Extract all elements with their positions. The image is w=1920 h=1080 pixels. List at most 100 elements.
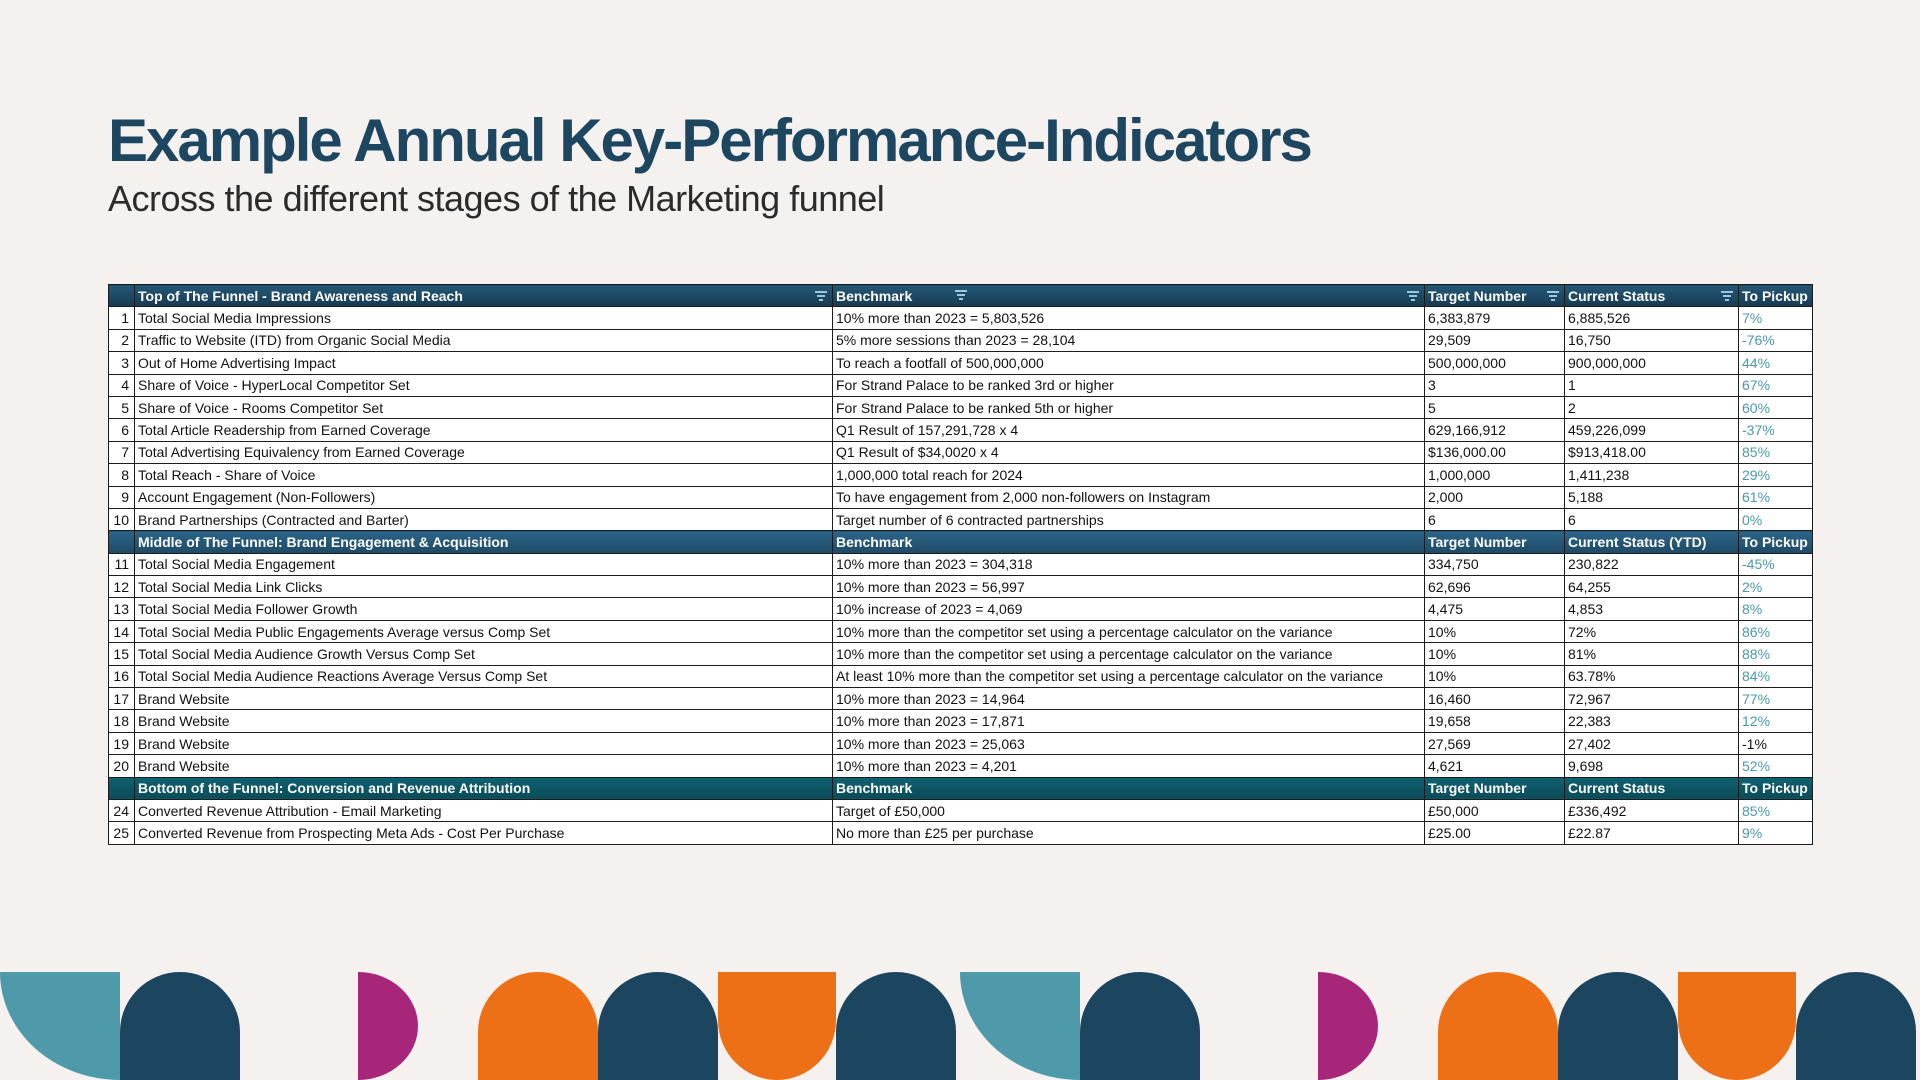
to-pickup-cell: 52% xyxy=(1738,754,1813,778)
to-pickup-cell: 7% xyxy=(1738,306,1813,330)
row-number-cell: 5 xyxy=(108,395,135,420)
current-status-cell: 230,822 xyxy=(1564,552,1739,577)
row-number-cell: 7 xyxy=(108,440,135,465)
current-status-cell: 4,853 xyxy=(1564,597,1739,621)
row-number-cell: 9 xyxy=(108,485,135,509)
to-pickup-cell: 44% xyxy=(1738,351,1813,375)
current-status-cell: £22.87 xyxy=(1564,821,1739,845)
kpi-name-cell: Total Social Media Audience Reactions Av… xyxy=(134,664,833,689)
benchmark-cell: Q1 Result of $34,0020 x 4 xyxy=(832,440,1425,465)
benchmark-cell: 10% more than 2023 = 304,318 xyxy=(832,552,1425,577)
kpi-name-cell: Total Reach - Share of Voice xyxy=(134,463,833,487)
current-status-cell: 22,383 xyxy=(1564,709,1739,733)
header-label: Target Number xyxy=(1428,533,1527,550)
header-label: Target Number xyxy=(1428,287,1527,304)
section-header-row: Top of The Funnel - Brand Awareness and … xyxy=(108,283,1813,308)
kpi-name-cell: Total Social Media Link Clicks xyxy=(134,575,833,599)
row-number-cell: 4 xyxy=(108,373,135,397)
kpi-name-cell: Traffic to Website (ITD) from Organic So… xyxy=(134,328,833,353)
current-status-cell: 1,411,238 xyxy=(1564,463,1739,487)
current-status-cell: 72% xyxy=(1564,619,1739,644)
target-number-cell: 5 xyxy=(1424,395,1565,420)
table-row: 9 Account Engagement (Non-Followers) To ha… xyxy=(108,485,1813,509)
teal-quarter-shape xyxy=(960,972,1080,1080)
current-status-cell: 27,402 xyxy=(1564,731,1739,756)
table-row: 2 Traffic to Website (ITD) from Organic S… xyxy=(108,328,1813,353)
to-pickup-cell: -37% xyxy=(1738,418,1813,442)
benchmark-cell: For Strand Palace to be ranked 3rd or hi… xyxy=(832,373,1425,397)
benchmark-cell: 5% more sessions than 2023 = 28,104 xyxy=(832,328,1425,353)
target-number-cell: 62,696 xyxy=(1424,575,1565,599)
orange-bowl-shape xyxy=(718,972,836,1080)
kpi-name-cell: Share of Voice - HyperLocal Competitor S… xyxy=(134,373,833,397)
filter-icon[interactable] xyxy=(1721,290,1733,301)
benchmark-cell: To have engagement from 2,000 non-follow… xyxy=(832,485,1425,509)
to-pickup-cell: 29% xyxy=(1738,463,1813,487)
navy-dome-shape xyxy=(120,972,240,1080)
header-label: Current Status xyxy=(1568,780,1666,797)
orange-dome-shape xyxy=(478,972,598,1080)
to-pickup-cell: 61% xyxy=(1738,485,1813,509)
to-pickup-cell: 60% xyxy=(1738,395,1813,420)
table-row: 13 Total Social Media Follower Growth 10% … xyxy=(108,597,1813,621)
benchmark-cell: Target of £50,000 xyxy=(832,798,1425,823)
to-pickup-cell: -45% xyxy=(1738,552,1813,577)
section-header-row: Bottom of the Funnel: Conversion and Rev… xyxy=(108,776,1813,800)
pickup-header: To Pickup xyxy=(1738,530,1813,554)
to-pickup-cell: 9% xyxy=(1738,821,1813,845)
benchmark-header: Benchmark xyxy=(832,530,1425,554)
to-pickup-cell: -76% xyxy=(1738,328,1813,353)
table-row: 1 Total Social Media Impressions 10% more … xyxy=(108,306,1813,330)
header-label: Benchmark xyxy=(836,533,913,550)
kpi-header: Middle of The Funnel: Brand Engagement &… xyxy=(134,530,833,554)
benchmark-cell: At least 10% more than the competitor se… xyxy=(832,664,1425,689)
kpi-name-cell: Converted Revenue from Prospecting Meta … xyxy=(134,821,833,845)
target-number-cell: 4,475 xyxy=(1424,597,1565,621)
row-number-cell: 16 xyxy=(108,664,135,689)
to-pickup-cell: 86% xyxy=(1738,619,1813,644)
table-row: 18 Brand Website 10% more than 2023 = 17,8… xyxy=(108,709,1813,733)
to-pickup-cell: 88% xyxy=(1738,642,1813,666)
section-header-row: Middle of The Funnel: Brand Engagement &… xyxy=(108,530,1813,554)
to-pickup-cell: 77% xyxy=(1738,687,1813,711)
status-header: Current Status xyxy=(1564,283,1739,308)
current-status-cell: 900,000,000 xyxy=(1564,351,1739,375)
target-number-cell: 10% xyxy=(1424,642,1565,666)
benchmark-header: Benchmark xyxy=(832,776,1425,800)
target-number-cell: £50,000 xyxy=(1424,798,1565,823)
table-row: 15 Total Social Media Audience Growth Ver… xyxy=(108,642,1813,666)
target-number-cell: 629,166,912 xyxy=(1424,418,1565,442)
row-number-cell: 11 xyxy=(108,552,135,577)
navy-dome-shape xyxy=(598,972,718,1080)
filter-icon[interactable] xyxy=(815,290,827,301)
table-row: 17 Brand Website 10% more than 2023 = 14,9… xyxy=(108,687,1813,711)
benchmark-cell: 10% more than 2023 = 17,871 xyxy=(832,709,1425,733)
target-number-cell: $136,000.00 xyxy=(1424,440,1565,465)
current-status-cell: 6 xyxy=(1564,507,1739,532)
header-label: Benchmark xyxy=(836,287,913,304)
status-header: Current Status xyxy=(1564,776,1739,800)
row-number-cell: 19 xyxy=(108,731,135,756)
row-number-cell: 3 xyxy=(108,351,135,375)
benchmark-cell: 10% more than the competitor set using a… xyxy=(832,642,1425,666)
target-number-cell: 3 xyxy=(1424,373,1565,397)
table-row: 7 Total Advertising Equivalency from Earn… xyxy=(108,440,1813,465)
kpi-name-cell: Total Social Media Follower Growth xyxy=(134,597,833,621)
kpi-name-cell: Total Social Media Engagement xyxy=(134,552,833,577)
current-status-cell: 6,885,526 xyxy=(1564,306,1739,330)
row-number-header xyxy=(108,776,135,800)
current-status-cell: 64,255 xyxy=(1564,575,1739,599)
row-number-cell: 17 xyxy=(108,687,135,711)
kpi-name-cell: Share of Voice - Rooms Competitor Set xyxy=(134,395,833,420)
page-subtitle: Across the different stages of the Marke… xyxy=(108,178,885,219)
target-number-cell: 6 xyxy=(1424,507,1565,532)
to-pickup-cell: 84% xyxy=(1738,664,1813,689)
decorative-shapes-strip xyxy=(0,972,1916,1080)
filter-icon[interactable] xyxy=(1407,290,1419,301)
filter-icon[interactable] xyxy=(1547,290,1559,301)
row-number-cell: 20 xyxy=(108,754,135,778)
benchmark-cell: Target number of 6 contracted partnershi… xyxy=(832,507,1425,532)
table-row: 19 Brand Website 10% more than 2023 = 25,0… xyxy=(108,731,1813,756)
header-label: Current Status (YTD) xyxy=(1568,533,1707,550)
table-row: 25 Converted Revenue from Prospecting Met… xyxy=(108,821,1813,845)
